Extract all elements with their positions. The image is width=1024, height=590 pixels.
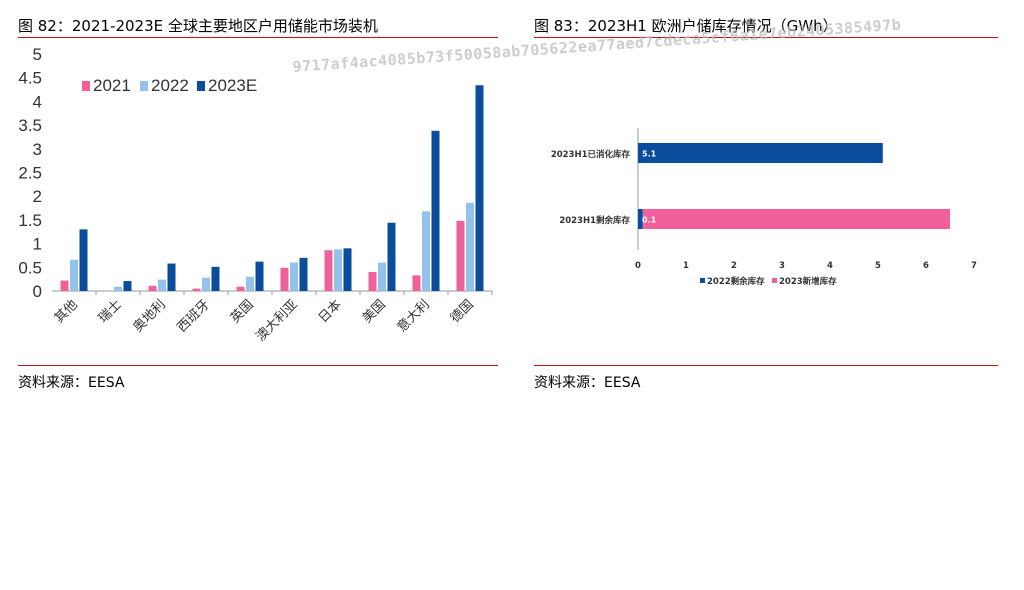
legend-label-2021: 2021 xyxy=(93,76,131,95)
left-figure-title: 图 82：2021-2023E 全球主要地区户用储能市场装机 xyxy=(18,17,378,35)
legend-swatch-1 xyxy=(772,278,777,283)
x-tick-label: 0 xyxy=(635,261,641,271)
installations-bar-chart: 0 0.5 1 1.5 2 2.5 3 3.5 4 4.5 5 其他 瑞士 奥地利 西班牙 英国澳大利亚 日本美… xyxy=(18,45,493,345)
x-tick-label: 西班牙 xyxy=(175,297,213,335)
bar-2022-9 xyxy=(466,202,474,291)
bar-2021-9 xyxy=(456,220,465,291)
legend-swatch-2022 xyxy=(140,81,148,91)
bar-2022-5 xyxy=(290,262,298,291)
right-figure-title: 图 83：2023H1 欧洲户储库存情况（GWh） xyxy=(534,17,838,35)
bar-2023E-9 xyxy=(475,85,484,291)
right-title-rule xyxy=(534,37,998,38)
legend-label-1: 2023新增库存 xyxy=(779,276,837,287)
right-bottom-rule xyxy=(534,365,998,366)
bar-2023新增库存-1 xyxy=(642,209,950,229)
y-tick-label: 4.5 xyxy=(18,69,42,88)
legend-label-2022: 2022 xyxy=(151,76,189,95)
bar-2023E-8 xyxy=(431,130,440,291)
bar-2023E-6 xyxy=(343,248,352,291)
y-tick-label: 0.5 xyxy=(18,258,42,277)
right-source-note: 资料来源：EESA xyxy=(534,375,641,391)
left-source-note: 资料来源：EESA xyxy=(18,375,125,391)
bar-2021-3 xyxy=(192,288,201,291)
x-tick-label: 4 xyxy=(827,261,833,271)
legend-label-2023E: 2023E xyxy=(208,76,257,95)
bar-2022-0 xyxy=(70,259,78,291)
legend-swatch-0 xyxy=(700,278,705,283)
y-tick-label: 5 xyxy=(33,45,42,64)
x-tick-label: 英国 xyxy=(228,297,257,326)
data-label: 0.1 xyxy=(642,216,657,225)
x-tick-label: 日本 xyxy=(316,297,345,326)
bar-2022-7 xyxy=(378,262,386,291)
x-tick-label: 1 xyxy=(683,261,689,271)
bar-2023E-5 xyxy=(299,257,308,291)
bar-2023E-0 xyxy=(79,229,88,291)
bar-2023E-3 xyxy=(211,266,220,291)
bar-2022剩余库存-0 xyxy=(638,143,883,163)
inventory-bar-chart: 2023H1已消化库存 5.1 2023H1剩余库存 0.1 0 1 2 3 4 5 6 7 2022剩… xyxy=(551,128,977,287)
bar-2023E-2 xyxy=(167,263,176,291)
legend-swatch-2023E xyxy=(197,81,205,91)
x-tick-label: 3 xyxy=(779,261,785,271)
x-tick-label: 2 xyxy=(731,261,737,271)
bar-2023E-1 xyxy=(123,281,132,291)
bar-2022-2 xyxy=(158,279,166,291)
y-tick-label: 4 xyxy=(33,92,42,111)
x-tick-label: 奥地利 xyxy=(131,297,169,335)
bar-2022-4 xyxy=(246,276,254,291)
x-tick-label: 意大利 xyxy=(394,297,433,336)
bar-2021-6 xyxy=(324,250,333,291)
y-tick-label: 3.5 xyxy=(18,116,42,135)
y-tick-label: 2 xyxy=(33,187,42,206)
x-tick-label: 德国 xyxy=(448,297,477,326)
y-tick-label: 3 xyxy=(33,140,42,159)
x-tick-label: 其他 xyxy=(52,297,81,326)
x-tick-label: 7 xyxy=(971,261,977,271)
bar-2022-3 xyxy=(202,277,210,291)
bar-2023E-7 xyxy=(387,222,396,291)
x-tick-label: 美国 xyxy=(360,297,389,326)
bar-2021-2 xyxy=(148,285,157,291)
bar-2021-4 xyxy=(236,286,245,291)
y-category-label: 2023H1剩余库存 xyxy=(559,215,630,226)
legend-label-0: 2022剩余库存 xyxy=(707,276,765,287)
bar-2021-7 xyxy=(368,272,377,291)
x-tick-label: 瑞士 xyxy=(96,297,125,326)
left-bottom-rule xyxy=(18,365,498,366)
bar-2022-1 xyxy=(114,286,122,291)
x-tick-label: 5 xyxy=(875,261,881,271)
bar-2022-8 xyxy=(422,211,430,291)
x-tick-label: 澳大利亚 xyxy=(253,297,301,345)
bar-2023E-4 xyxy=(255,261,264,291)
legend-swatch-2021 xyxy=(82,81,90,91)
bar-2022剩余库存-1 xyxy=(638,209,643,229)
bar-2022-6 xyxy=(334,249,342,291)
y-tick-label: 2.5 xyxy=(18,164,42,183)
left-title-rule xyxy=(18,37,498,38)
y-tick-label: 1.5 xyxy=(18,211,42,230)
x-tick-label: 6 xyxy=(923,261,929,271)
y-category-label: 2023H1已消化库存 xyxy=(551,149,631,160)
bar-2021-0 xyxy=(60,280,69,291)
y-tick-label: 1 xyxy=(33,235,42,254)
bar-2021-5 xyxy=(280,267,289,291)
y-tick-label: 0 xyxy=(33,282,42,301)
data-label: 5.1 xyxy=(642,150,657,159)
bar-2021-8 xyxy=(412,275,421,291)
